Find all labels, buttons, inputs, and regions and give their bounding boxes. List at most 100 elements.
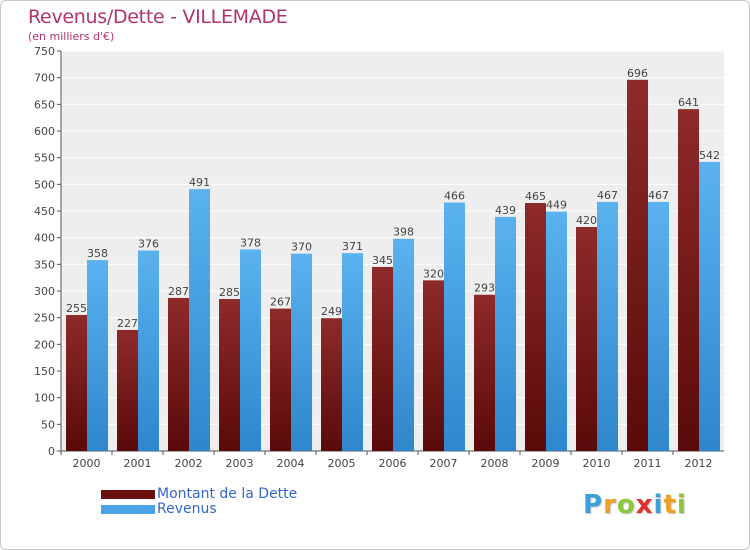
x-tick-label-2007: 2007 [430,457,458,470]
logo-letter: o [616,490,636,520]
x-tick-label-2003: 2003 [226,457,254,470]
data-label-revenus-2002: 491 [189,176,210,189]
logo-letter: i [653,490,664,520]
bar-debt-2010 [576,227,597,451]
bar-revenus-2006 [393,238,414,451]
bar-revenus-2003 [240,249,261,451]
y-tick-label-200: 200 [34,338,55,351]
data-label-revenus-2005: 371 [342,240,363,253]
y-tick-label-550: 550 [34,152,55,165]
legend-swatch-revenus [101,505,155,514]
bar-debt-2009 [525,203,546,451]
y-tick-label-350: 350 [34,258,55,271]
data-label-debt-2012: 641 [678,96,699,109]
proxiti-logo: Proxiti [583,490,687,520]
data-label-revenus-2010: 467 [597,189,618,202]
legend-label-revenus: Revenus [157,501,217,517]
data-label-debt-2007: 320 [423,267,444,280]
logo-letter: x [635,490,654,520]
data-label-debt-2010: 420 [576,214,597,227]
bar-revenus-2007 [444,202,465,451]
data-label-debt-2008: 293 [474,282,495,295]
y-tick-label-0: 0 [48,445,55,458]
data-label-revenus-2007: 466 [444,189,465,202]
bar-debt-2003 [219,299,240,451]
data-label-debt-2001: 227 [117,317,138,330]
data-label-revenus-2012: 542 [699,149,720,162]
x-tick-label-2012: 2012 [685,457,713,470]
bar-debt-2000 [66,315,87,451]
y-tick-label-650: 650 [34,98,55,111]
x-tick-label-2006: 2006 [379,457,407,470]
x-tick-label-2000: 2000 [73,457,101,470]
y-tick-label-600: 600 [34,125,55,138]
bar-debt-2006 [372,267,393,451]
data-label-revenus-2001: 376 [138,237,159,250]
legend-item-debt: Montant de la Dette [101,487,297,502]
y-tick-label-250: 250 [34,312,55,325]
bar-revenus-2009 [546,211,567,451]
bar-debt-2011 [627,79,648,452]
data-label-debt-2003: 285 [219,286,240,299]
bar-revenus-2002 [189,189,210,451]
y-tick-label-100: 100 [34,392,55,405]
bar-debt-2008 [474,294,495,451]
bar-revenus-2011 [648,201,669,451]
bar-revenus-2001 [138,250,159,451]
logo-letter: r [603,490,617,520]
logo-letter: P [583,490,604,520]
bar-revenus-2000 [87,260,108,451]
data-label-revenus-2011: 467 [648,189,669,202]
bar-revenus-2012 [699,161,720,451]
bar-revenus-2004 [291,253,312,451]
y-tick-label-700: 700 [34,72,55,85]
x-tick-label-2005: 2005 [328,457,356,470]
bar-debt-2002 [168,297,189,451]
legend-item-revenus: Revenus [101,502,297,517]
data-label-debt-2009: 465 [525,190,546,203]
data-label-debt-2005: 249 [321,305,342,318]
y-tick-label-150: 150 [34,365,55,378]
data-label-revenus-2004: 370 [291,241,312,254]
bar-debt-2007 [423,280,444,451]
y-tick-label-750: 750 [34,45,55,58]
bar-revenus-2005 [342,253,363,451]
y-tick-label-400: 400 [34,232,55,245]
data-label-debt-2011: 696 [627,67,648,80]
x-tick-label-2010: 2010 [583,457,611,470]
data-label-debt-2006: 345 [372,254,393,267]
chart-title: Revenus/Dette - VILLEMADE [28,6,288,28]
data-label-debt-2002: 287 [168,285,189,298]
legend-label-debt: Montant de la Dette [157,486,298,502]
bar-revenus-2008 [495,216,516,451]
logo-letter: i [676,490,687,520]
bar-revenus-2010 [597,201,618,451]
x-tick-label-2011: 2011 [634,457,662,470]
data-label-revenus-2006: 398 [393,226,414,239]
bar-debt-2005 [321,318,342,451]
y-tick-label-300: 300 [34,285,55,298]
data-label-debt-2000: 255 [66,302,87,315]
data-label-revenus-2008: 439 [495,204,516,217]
chart-subtitle: (en milliers d'€) [28,30,115,43]
logo-letter: t [663,490,677,520]
x-tick-label-2001: 2001 [124,457,152,470]
bar-debt-2001 [117,329,138,451]
x-tick-label-2009: 2009 [532,457,560,470]
bar-debt-2004 [270,308,291,451]
data-label-revenus-2000: 358 [87,247,108,260]
x-tick-label-2002: 2002 [175,457,203,470]
bar-debt-2012 [678,109,699,451]
data-label-revenus-2003: 378 [240,236,261,249]
data-label-revenus-2009: 449 [546,199,567,212]
y-tick-label-500: 500 [34,178,55,191]
legend: Montant de la Dette Revenus [101,487,297,517]
data-label-debt-2004: 267 [270,296,291,309]
x-tick-label-2008: 2008 [481,457,509,470]
y-tick-label-450: 450 [34,205,55,218]
legend-swatch-debt [101,490,155,499]
y-tick-label-50: 50 [41,418,55,431]
x-tick-label-2004: 2004 [277,457,305,470]
